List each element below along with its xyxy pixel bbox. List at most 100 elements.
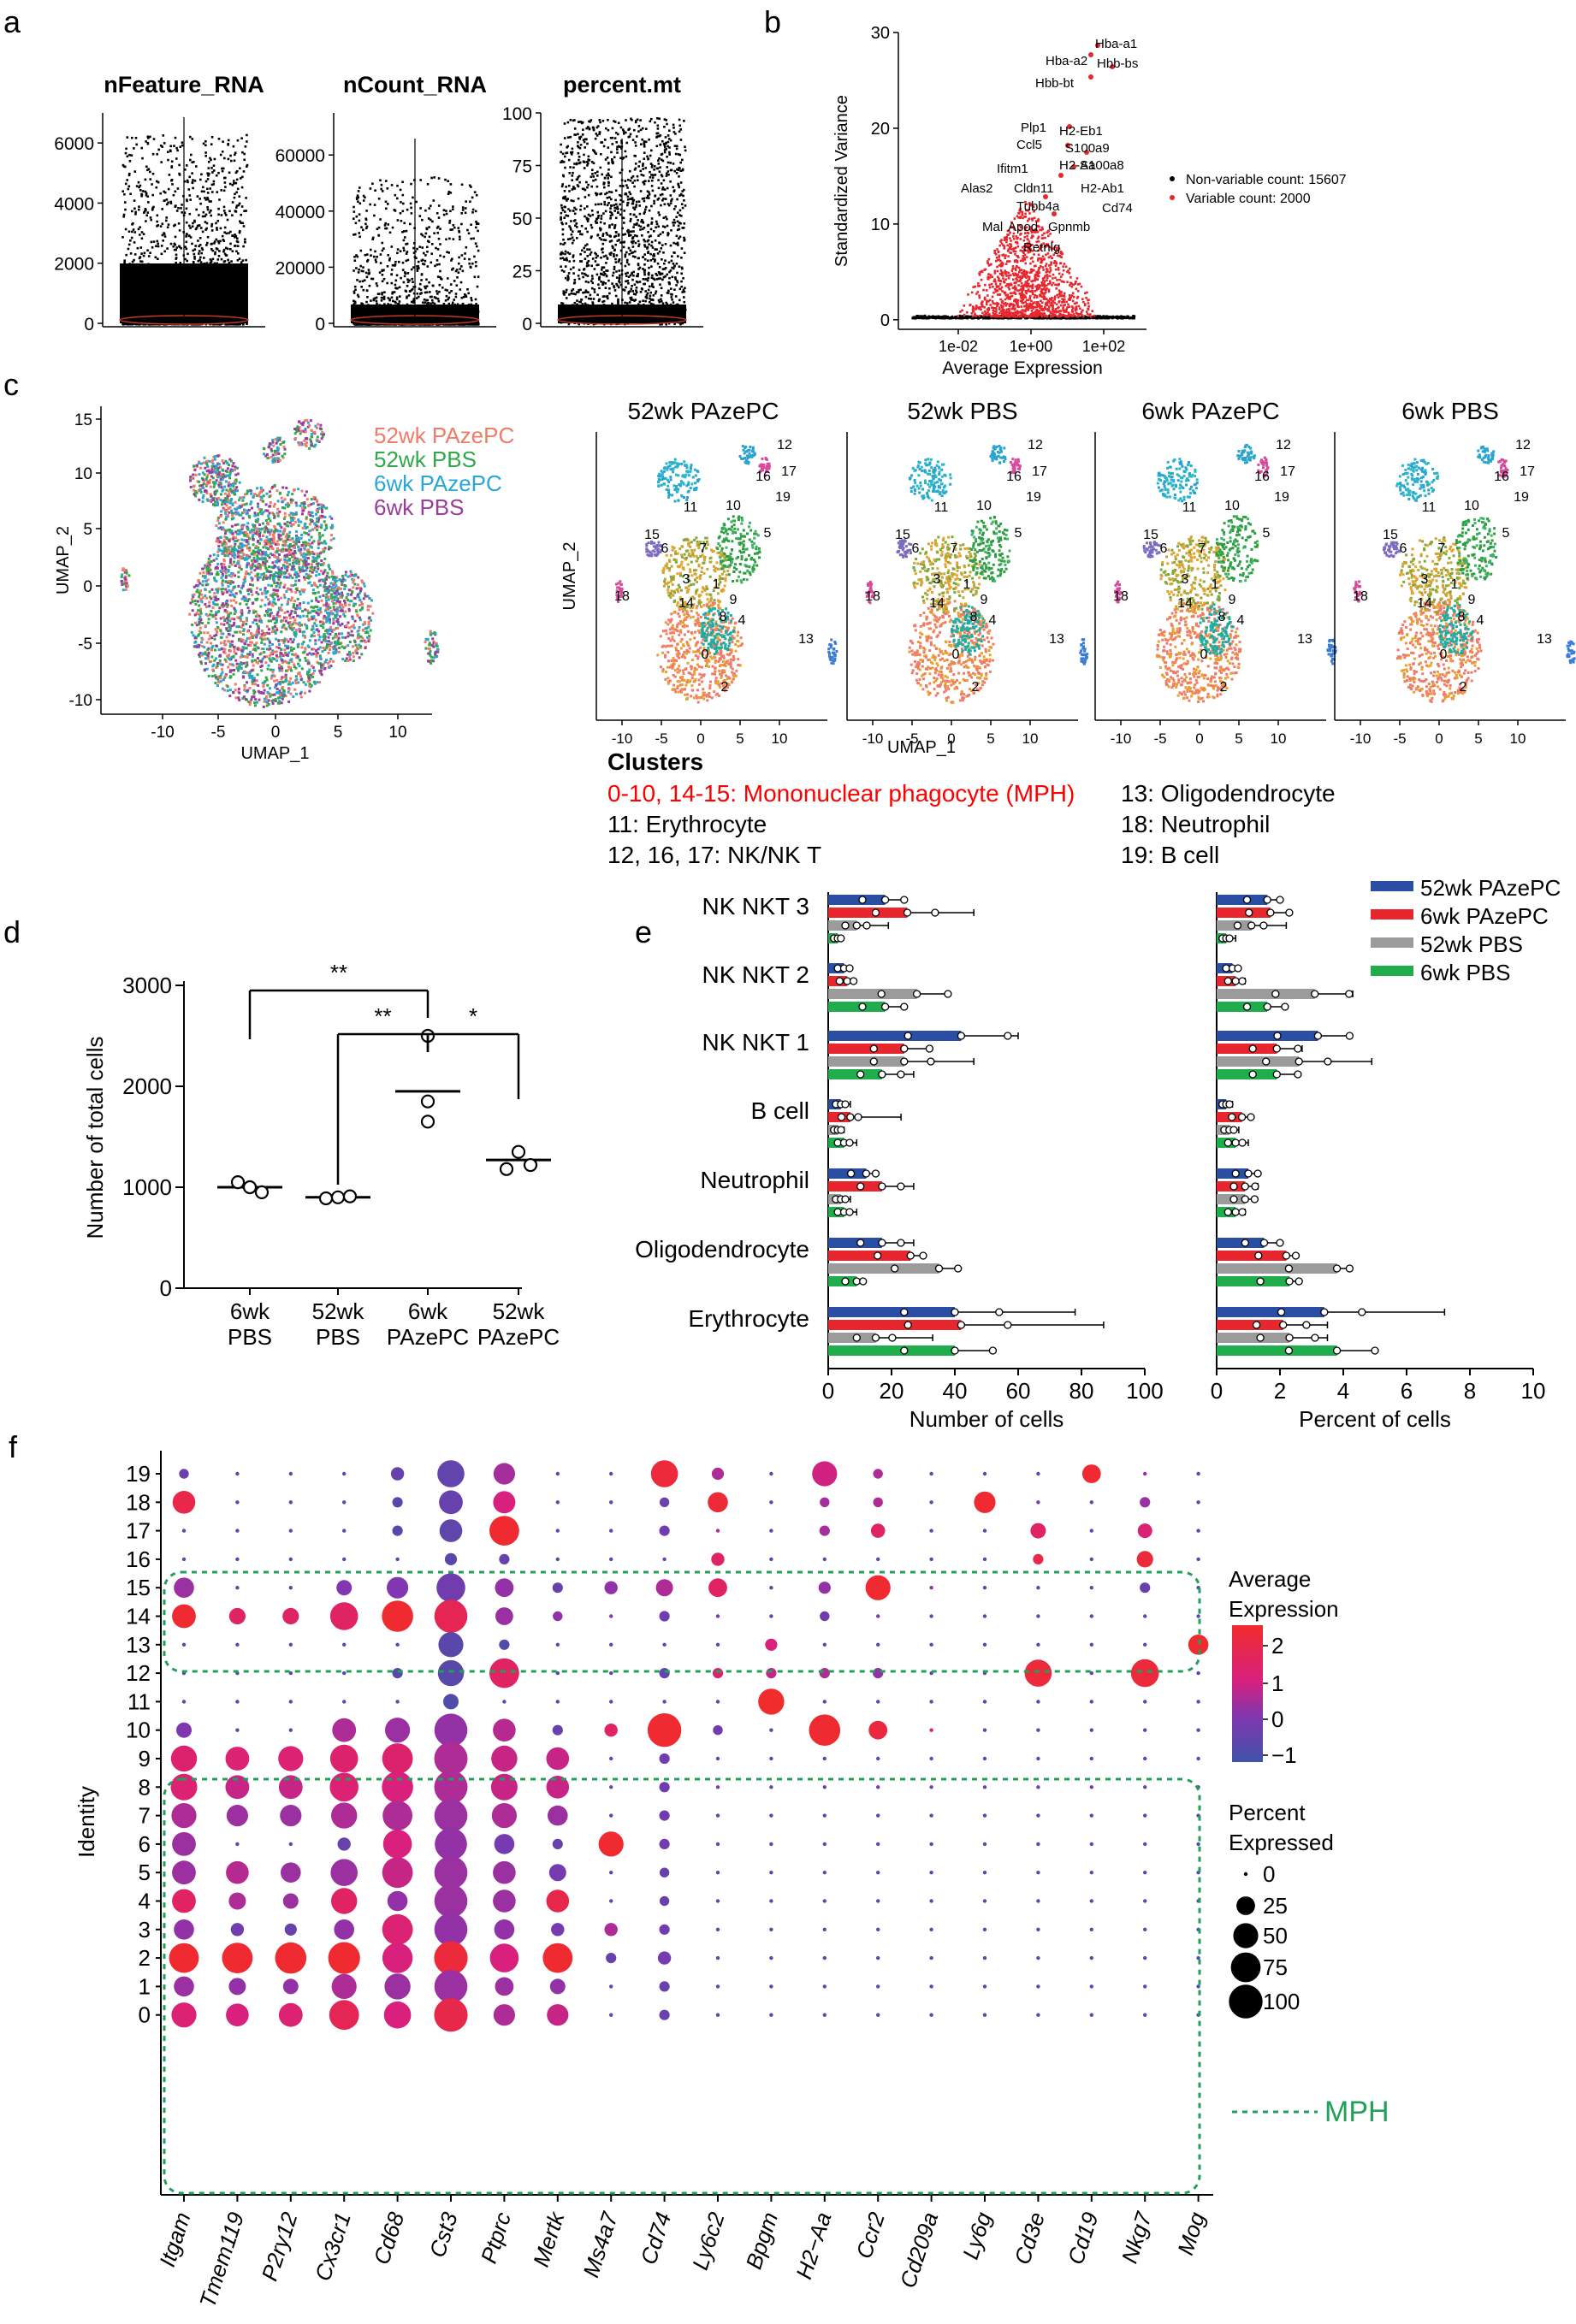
violin-point	[366, 258, 370, 262]
violin-point	[564, 195, 567, 198]
violin-point	[231, 214, 234, 216]
violin-point	[579, 135, 583, 139]
violin-point	[223, 157, 226, 160]
violin-point	[636, 118, 639, 121]
b-point	[1037, 249, 1040, 252]
violin-point	[439, 228, 441, 230]
violin-point	[464, 207, 467, 210]
violin-point	[391, 291, 394, 293]
violin-point	[674, 205, 677, 208]
violin-point	[647, 259, 649, 262]
violin-point	[146, 249, 149, 251]
violin-point	[204, 198, 208, 201]
violin-point	[245, 258, 247, 262]
b-point	[1054, 268, 1058, 271]
violin-point	[641, 234, 643, 237]
b-point	[1012, 278, 1015, 281]
b-point	[1073, 316, 1076, 320]
violin-point	[602, 281, 605, 284]
violin-point	[401, 210, 405, 213]
b-point	[1013, 259, 1016, 262]
violin-point	[167, 201, 169, 204]
violin-point	[678, 287, 682, 291]
violin-point	[637, 179, 639, 181]
violin-point	[453, 299, 455, 301]
violin-point	[648, 271, 650, 275]
violin-point	[658, 117, 661, 121]
violin-point	[647, 251, 649, 254]
violin-point	[219, 153, 222, 157]
violin-point	[243, 210, 246, 212]
violin-point	[398, 300, 401, 303]
violin-point	[680, 280, 683, 283]
violin-point	[133, 231, 137, 234]
violin-point	[660, 247, 663, 250]
violin-point	[589, 253, 592, 256]
violin-point	[157, 257, 159, 260]
violin-point	[358, 219, 361, 222]
violin-point	[609, 207, 612, 210]
violin-point	[678, 228, 681, 231]
violin-point	[638, 266, 642, 269]
b-point	[1115, 316, 1118, 319]
violin-point	[580, 260, 584, 263]
b-point	[1096, 315, 1099, 317]
violin-point	[571, 174, 574, 177]
violin-point	[568, 172, 572, 174]
violin-point	[590, 236, 593, 239]
violin-point	[425, 285, 429, 287]
violin-point	[598, 119, 601, 121]
violin-point	[599, 166, 602, 169]
violin-point	[145, 214, 148, 217]
violin-point	[406, 297, 408, 299]
violin-point	[421, 234, 424, 237]
violin-point	[642, 163, 644, 165]
violin-point	[213, 157, 216, 161]
violin-point	[224, 186, 227, 188]
violin-point	[663, 118, 667, 121]
violin-point	[615, 276, 619, 279]
violin-point	[189, 236, 193, 239]
violin-point	[382, 269, 385, 271]
violin-point	[584, 302, 587, 305]
violin-point	[356, 194, 359, 197]
violin-point	[381, 280, 384, 283]
violin-point	[585, 264, 589, 268]
violin-point	[465, 322, 469, 326]
b-point	[1062, 316, 1065, 319]
violin-point	[666, 224, 669, 228]
violin-point	[646, 190, 649, 192]
violin-point	[613, 120, 615, 122]
violin-point	[563, 293, 566, 296]
violin-point	[618, 277, 621, 281]
violin-point	[236, 187, 240, 191]
violin-point	[124, 208, 127, 211]
b-point	[975, 305, 978, 307]
b-point	[1129, 316, 1133, 319]
violin-point	[566, 251, 569, 254]
violin-point	[239, 322, 241, 325]
violin-point	[192, 186, 194, 190]
violin-point	[592, 298, 595, 300]
violin-point	[568, 225, 571, 228]
violin-point	[210, 214, 212, 217]
violin-point	[602, 183, 605, 186]
b-point	[1003, 309, 1005, 311]
violin-point	[612, 161, 614, 163]
violin-point	[197, 259, 200, 263]
violin-point	[564, 250, 567, 253]
violin-point	[137, 180, 140, 184]
violin-point	[124, 228, 127, 231]
violin-point	[126, 155, 129, 158]
violin-point	[578, 161, 582, 164]
violin-point	[133, 322, 136, 325]
violin-point	[198, 214, 200, 216]
violin-point	[438, 283, 441, 287]
violin-point	[666, 122, 668, 126]
violin-point	[653, 165, 656, 168]
violin-point	[679, 181, 683, 184]
violin-point	[460, 222, 463, 226]
violin-point	[652, 277, 655, 281]
violin-point	[666, 166, 668, 169]
violin-point	[198, 198, 201, 200]
